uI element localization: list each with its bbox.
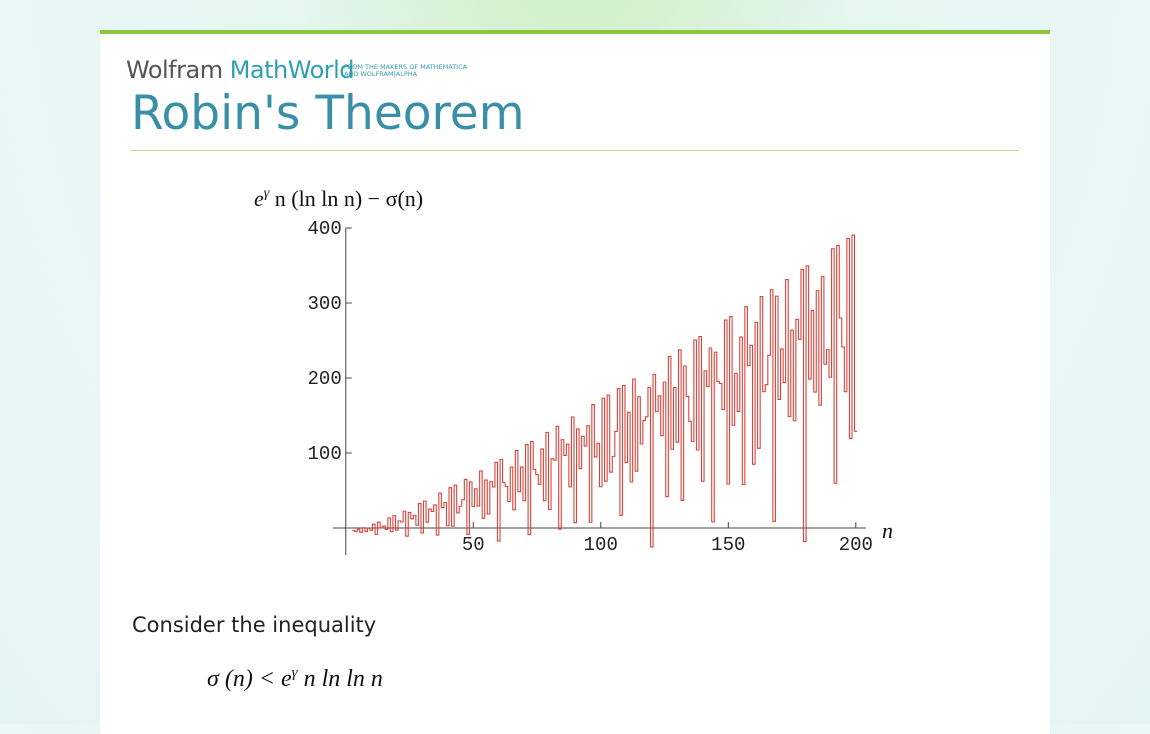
y-tick-label: 300	[308, 293, 342, 315]
formula: σ (n) < eγ n ln ln n	[207, 665, 383, 693]
divider	[131, 150, 1019, 151]
y-axis-label: eγ n (ln ln n) − σ(n)	[254, 186, 423, 211]
tagline-line: FROM THE MAKERS OF MATHEMATICA	[344, 63, 468, 71]
paragraph: Consider the inequality	[132, 613, 377, 637]
x-tick-label: 100	[584, 534, 618, 556]
x-axis-label: n	[882, 518, 893, 543]
y-label-rest: n (ln ln n) − σ(n)	[269, 186, 423, 211]
x-tick-label: 50	[462, 534, 485, 556]
formula-lhs: σ (n) < e	[207, 666, 292, 692]
formula-sup: γ	[291, 665, 298, 681]
data-line	[352, 234, 858, 548]
y-label-base: e	[254, 186, 264, 211]
x-tick-label: 200	[839, 534, 873, 556]
page-title: Robin's Theorem	[131, 86, 525, 141]
logo[interactable]: Wolfram MathWorld	[126, 56, 355, 84]
y-tick-label: 200	[308, 368, 342, 390]
chart: eγ n (ln ln n) − σ(n) n 100 200 300 400 50 10…	[254, 186, 893, 556]
content-panel	[100, 30, 1050, 734]
formula-rhs: n ln ln n	[297, 666, 383, 692]
logo-mathworld[interactable]: MathWorld	[229, 56, 355, 84]
y-label-sup: γ	[264, 186, 270, 201]
tagline-line: AND WOLFRAM|ALPHA	[344, 70, 418, 78]
tagline: FROM THE MAKERS OF MATHEMATICA AND WOLFRA…	[344, 64, 467, 78]
y-tick-label: 400	[308, 218, 342, 240]
y-tick-label: 100	[308, 443, 342, 465]
logo-wolfram[interactable]: Wolfram	[126, 56, 223, 84]
x-tick-label: 150	[711, 534, 745, 556]
